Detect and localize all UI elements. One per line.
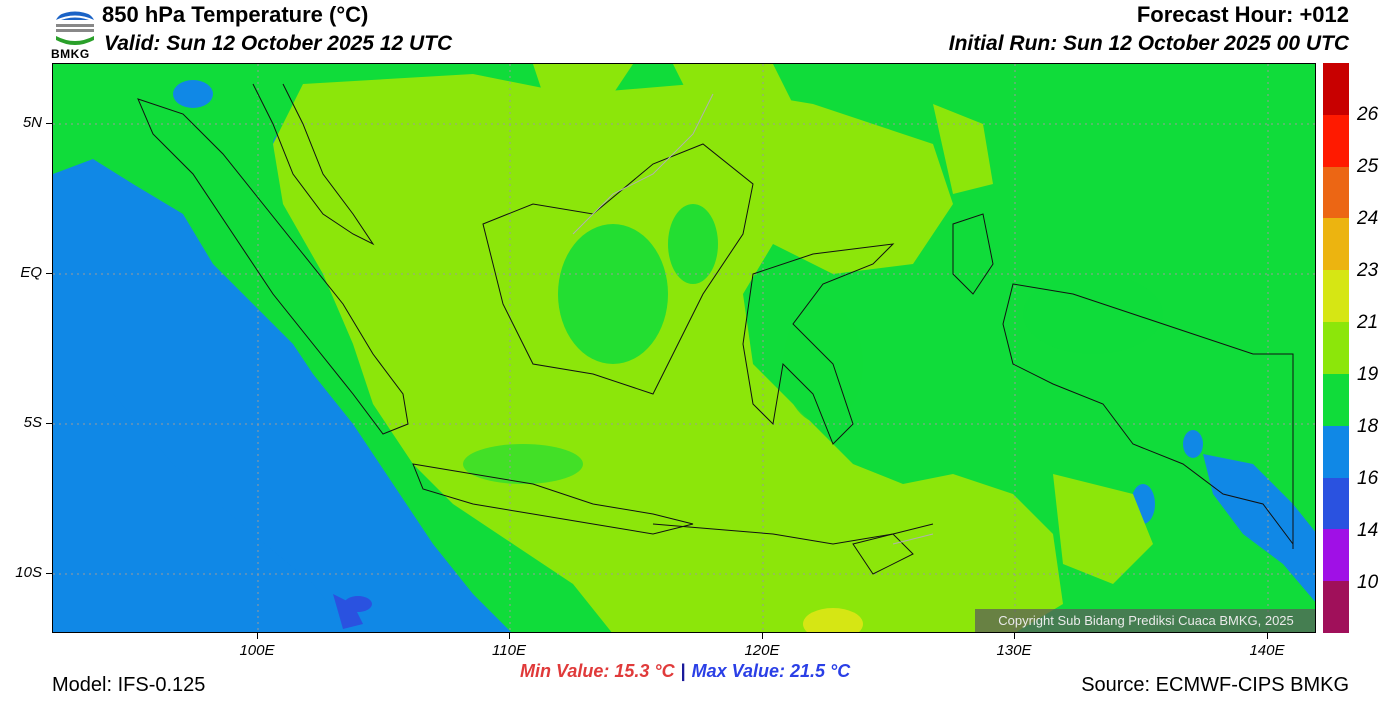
warm-spot bbox=[803, 608, 863, 632]
min-max-separator: | bbox=[680, 661, 686, 681]
colorbar-segment bbox=[1323, 114, 1349, 168]
forecast-hour: Forecast Hour: +012 bbox=[1136, 2, 1349, 27]
copyright-notice: Copyright Sub Bidang Prediksi Cuaca BMKG… bbox=[975, 609, 1315, 632]
colorbar-label: 23 bbox=[1357, 260, 1379, 281]
colorbar-label: 25 bbox=[1357, 156, 1379, 177]
colorbar-label: 19 bbox=[1357, 364, 1379, 385]
map-field bbox=[53, 64, 1315, 632]
colorbar-segment bbox=[1323, 322, 1349, 375]
colorbar-segment bbox=[1323, 581, 1349, 634]
colorbar bbox=[1323, 63, 1349, 634]
colorbar-segment bbox=[1323, 529, 1349, 582]
lon-label-110e: 110E bbox=[492, 642, 526, 659]
valid-time: Valid: Sun 12 October 2025 12 UTC bbox=[104, 32, 453, 55]
colorbar-segment bbox=[1323, 218, 1349, 271]
temperature-map: Copyright Sub Bidang Prediksi Cuaca BMKG… bbox=[52, 63, 1316, 633]
colorbar-segment bbox=[1323, 373, 1349, 427]
lat-label-5s: 5S bbox=[23, 414, 42, 431]
model-label: Model: IFS-0.125 bbox=[52, 674, 206, 696]
colorbar-label: 21 bbox=[1357, 312, 1379, 333]
colorbar-label: 16 bbox=[1357, 468, 1379, 489]
colorbar-segment bbox=[1323, 270, 1349, 323]
colorbar-segment bbox=[1323, 166, 1349, 219]
lat-label-5n: 5N bbox=[22, 114, 42, 131]
graticule bbox=[53, 64, 1315, 632]
initial-run: Initial Run: Sun 12 October 2025 00 UTC bbox=[948, 32, 1349, 55]
lat-label-10s: 10S bbox=[15, 564, 42, 581]
colorbar-label: 10 bbox=[1357, 572, 1379, 593]
colorbar-label: 24 bbox=[1357, 208, 1379, 229]
min-value: Min Value: 15.3 °C bbox=[520, 661, 675, 681]
logo-text: BMKG bbox=[51, 47, 90, 61]
map-title: 850 hPa Temperature (°C) bbox=[102, 2, 369, 27]
colorbar-label: 26 bbox=[1357, 104, 1379, 125]
bmkg-logo bbox=[52, 2, 98, 60]
lon-label-140e: 140E bbox=[1249, 642, 1285, 659]
colorbar-segment bbox=[1323, 63, 1349, 116]
colorbar-label: 14 bbox=[1357, 520, 1379, 541]
cool-region-west bbox=[53, 159, 511, 632]
source-label: Source: ECMWF-CIPS BMKG bbox=[1081, 674, 1349, 696]
coastlines bbox=[137, 83, 1294, 575]
max-value: Max Value: 21.5 °C bbox=[691, 661, 851, 681]
lon-label-120e: 120E bbox=[744, 642, 780, 659]
colorbar-label: 18 bbox=[1357, 416, 1379, 437]
min-max-values: Min Value: 15.3 °C | Max Value: 21.5 °C bbox=[520, 661, 850, 682]
colorbar-segment bbox=[1323, 425, 1349, 479]
lon-label-100e: 100E bbox=[239, 642, 275, 659]
lon-label-130e: 130E bbox=[996, 642, 1032, 659]
lat-label-eq: EQ bbox=[20, 264, 42, 281]
colorbar-segment bbox=[1323, 477, 1349, 530]
